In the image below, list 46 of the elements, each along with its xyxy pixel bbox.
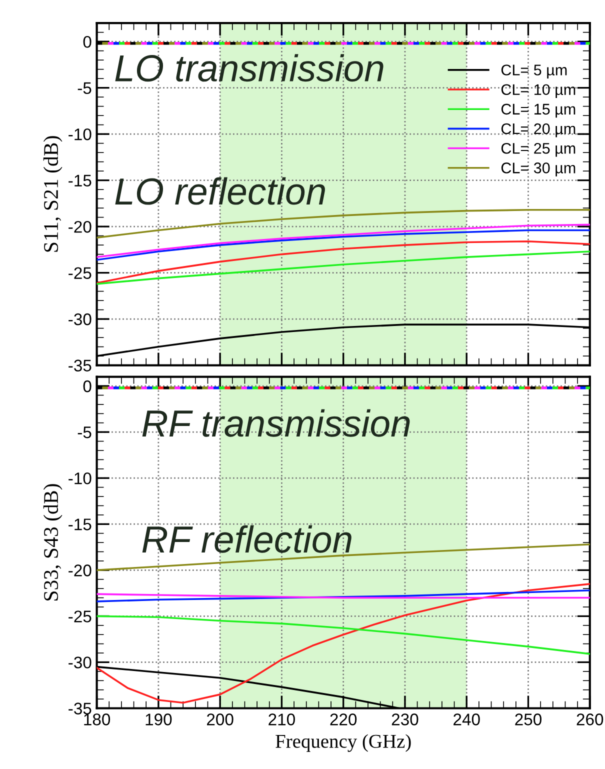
legend-label: CL= 10 µm <box>501 84 576 98</box>
x-tick-label: 200 <box>207 714 234 726</box>
line-series <box>96 250 590 285</box>
line-series <box>96 229 590 261</box>
y-tick-label: -10 <box>68 472 92 484</box>
x-tick-label: 190 <box>146 714 172 726</box>
y-tick-label: 0 <box>83 36 92 48</box>
line-series <box>96 240 590 284</box>
y-axis-title: S11, S21 (dB) <box>43 136 62 252</box>
x-tick-label: 230 <box>392 714 418 726</box>
annotation: RF reflection <box>142 525 352 553</box>
x-tick-label: 240 <box>454 714 480 726</box>
x-tick-label: 220 <box>330 714 357 726</box>
x-tick-label: 250 <box>515 714 542 726</box>
x-axis-title: Frequency (GHz) <box>276 734 411 752</box>
y-tick-label: -5 <box>78 426 92 438</box>
y-tick-label: -30 <box>68 313 92 326</box>
annotation: LO transmission <box>115 54 384 82</box>
y-tick-label: -10 <box>68 128 92 140</box>
y-tick-label: -35 <box>68 702 92 714</box>
line-series <box>96 224 590 258</box>
y-tick-label: -20 <box>68 220 92 233</box>
y-axis-title: S33, S43 (dB) <box>43 484 62 600</box>
x-tick-label: 260 <box>576 714 604 726</box>
annotation: LO reflection <box>115 177 325 205</box>
y-tick-label: -15 <box>68 518 92 530</box>
y-tick-label: -20 <box>68 564 92 576</box>
y-tick-label: -35 <box>68 360 92 372</box>
line-series <box>96 208 590 239</box>
x-tick-label: 180 <box>84 714 110 726</box>
y-tick-label: -5 <box>78 82 92 94</box>
y-tick-label: 0 <box>83 380 92 392</box>
legend-label: CL= 30 µm <box>501 162 576 176</box>
y-tick-label: -30 <box>68 656 92 668</box>
y-tick-label: -25 <box>68 610 92 622</box>
line-series <box>96 583 590 704</box>
legend-label: CL= 15 µm <box>501 104 576 118</box>
x-tick-label: 210 <box>268 714 295 726</box>
y-tick-label: -15 <box>68 174 92 186</box>
legend-label: CL= 5 µm <box>501 64 567 78</box>
legend-label: CL= 25 µm <box>501 142 576 157</box>
legend-label: CL= 20 µm <box>501 123 576 138</box>
annotation: RF transmission <box>142 409 410 437</box>
line-series <box>96 590 590 602</box>
line-series <box>96 615 590 655</box>
y-tick-label: -25 <box>68 267 92 279</box>
